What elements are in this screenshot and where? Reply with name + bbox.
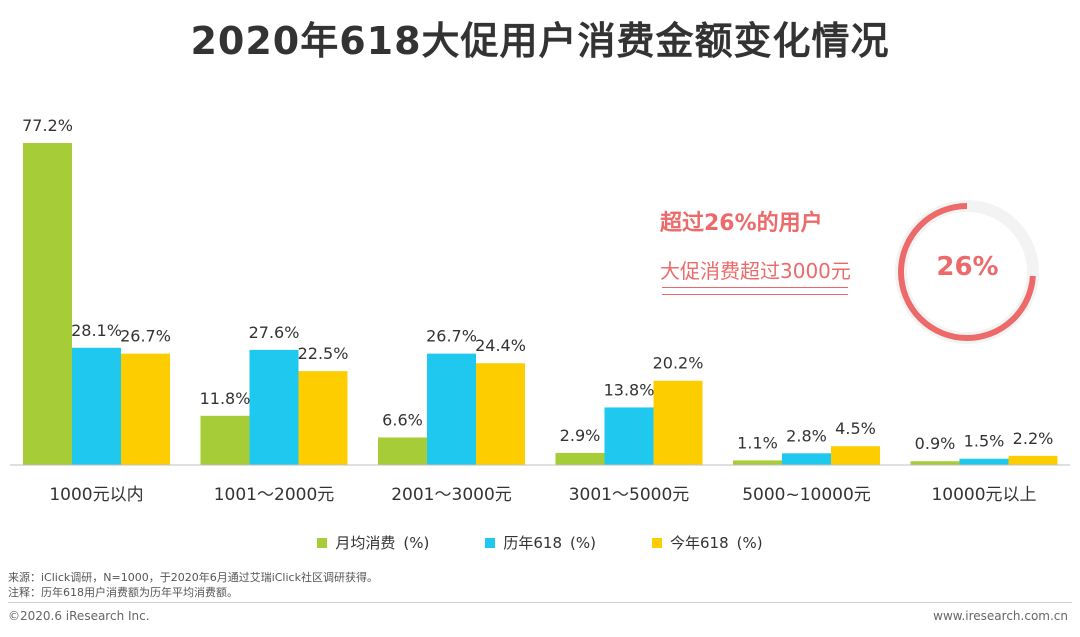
annotation-note: 注释：历年618用户消费额为历年平均消费额。	[8, 586, 238, 599]
legend: 月均消费 (%) 历年618 (%) 今年618 (%)	[0, 532, 1080, 553]
callout-underline-2	[662, 294, 848, 295]
legend-item-this-618: 今年618 (%)	[651, 532, 763, 553]
copyright: ©2020.6 iResearch Inc.	[8, 609, 150, 623]
legend-swatch-monthly	[317, 537, 328, 548]
data-label-3-cat-5: 4.5%	[835, 419, 876, 438]
bar-2-cat-2	[249, 349, 299, 465]
bar-2-cat-1	[72, 347, 121, 465]
bar-2-cat-6	[959, 458, 1009, 465]
ring-arc	[898, 203, 1036, 341]
ring-percent-label: 26%	[936, 252, 999, 282]
legend-label-this-618: 今年618	[669, 534, 729, 552]
bar-1-cat-3	[378, 437, 427, 465]
data-label-2-cat-6: 1.5%	[964, 432, 1005, 451]
x-tick-label-2: 1001～2000元	[214, 485, 335, 505]
x-tick-label-6: 10000元以上	[931, 485, 1036, 505]
bar-1-cat-1	[23, 143, 72, 465]
bar-3-cat-2	[298, 371, 348, 465]
bar-3-cat-4	[653, 380, 703, 465]
bar-3-cat-5	[831, 446, 880, 465]
data-label-2-cat-2: 27.6%	[249, 323, 300, 342]
x-tick-label-3: 2001～3000元	[391, 485, 512, 505]
chart-title: 2020年618大促用户消费金额变化情况	[190, 19, 890, 63]
data-label-2-cat-5: 2.8%	[786, 426, 827, 445]
legend-unit-this-618: (%)	[736, 533, 763, 552]
callout-line2: 大促消费超过3000元	[660, 259, 851, 283]
data-label-2-cat-3: 26.7%	[426, 327, 477, 346]
x-tick-label-5: 5000~10000元	[742, 485, 871, 505]
bar-3-cat-1	[121, 353, 170, 465]
bar-2-cat-4	[604, 407, 654, 465]
bar-1-cat-2	[200, 415, 250, 465]
notes: 来源：iClick调研，N=1000，于2020年6月通过艾瑞iClick社区调…	[8, 570, 378, 600]
bar-1-cat-6	[910, 461, 960, 465]
legend-item-monthly: 月均消费 (%)	[317, 532, 429, 553]
footer-divider	[8, 602, 1072, 603]
data-label-3-cat-3: 24.4%	[475, 336, 526, 355]
legend-label-past-618: 历年618	[503, 534, 563, 552]
data-label-1-cat-6: 0.9%	[915, 434, 956, 453]
bar-2-cat-5	[782, 453, 831, 465]
data-label-3-cat-4: 20.2%	[653, 354, 704, 373]
legend-item-past-618: 历年618 (%)	[485, 532, 596, 553]
bar-1-cat-5	[733, 460, 782, 465]
legend-label-monthly: 月均消费	[335, 534, 396, 552]
callout-underline	[662, 287, 848, 288]
legend-swatch-this-618	[651, 537, 662, 548]
website: www.iresearch.com.cn	[933, 609, 1068, 623]
source-note: 来源：iClick调研，N=1000，于2020年6月通过艾瑞iClick社区调…	[8, 571, 378, 584]
data-label-2-cat-1: 28.1%	[71, 321, 122, 340]
data-label-1-cat-3: 6.6%	[382, 410, 423, 429]
data-label-3-cat-1: 26.7%	[120, 327, 171, 346]
data-label-1-cat-2: 11.8%	[200, 389, 251, 408]
data-label-3-cat-2: 22.5%	[298, 344, 349, 363]
legend-unit-monthly: (%)	[403, 533, 430, 552]
callout-line1: 超过26%的用户	[660, 211, 823, 236]
data-label-1-cat-4: 2.9%	[560, 426, 601, 445]
x-tick-label-4: 3001～5000元	[569, 485, 690, 505]
callout: 超过26%的用户 大促消费超过3000元	[660, 205, 851, 284]
legend-swatch-past-618	[485, 537, 496, 548]
x-tick-label-1: 1000元以内	[49, 485, 143, 505]
bar-3-cat-3	[476, 363, 525, 465]
data-label-3-cat-6: 2.2%	[1013, 429, 1054, 448]
data-label-1-cat-1: 77.2%	[22, 116, 73, 135]
legend-unit-past-618: (%)	[570, 533, 596, 552]
bar-2-cat-3	[427, 353, 476, 465]
bar-3-cat-6	[1008, 455, 1058, 465]
data-label-2-cat-4: 13.8%	[604, 380, 655, 399]
bar-1-cat-4	[555, 452, 605, 465]
data-label-1-cat-5: 1.1%	[737, 433, 778, 452]
